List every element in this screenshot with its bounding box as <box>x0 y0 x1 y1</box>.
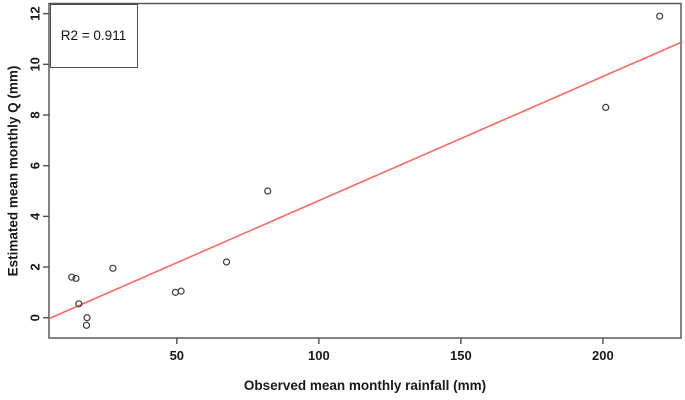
data-point <box>72 274 80 283</box>
data-point <box>171 288 179 296</box>
y-tick-label: 2 <box>28 263 43 270</box>
data-point <box>75 300 83 308</box>
data-point <box>109 264 117 272</box>
data-point <box>83 314 91 322</box>
data-point <box>602 103 610 111</box>
x-tick-label: 50 <box>170 348 184 363</box>
x-tick-label: 200 <box>592 348 614 363</box>
data-point <box>82 321 91 329</box>
x-axis-title: Observed mean monthly rainfall (mm) <box>243 378 487 393</box>
x-tick-label: 150 <box>450 348 472 363</box>
y-tick-label: 8 <box>28 111 43 118</box>
y-tick-label: 12 <box>28 6 43 20</box>
y-tick-label: 6 <box>28 162 43 169</box>
regression-line <box>48 41 682 320</box>
data-point <box>177 287 185 295</box>
plot-border <box>48 2 682 339</box>
y-tick-label: 0 <box>28 314 43 321</box>
x-tick-label: 100 <box>308 348 330 363</box>
y-axis-title: Estimated mean monthly Q (mm) <box>5 65 21 277</box>
legend-box: R2 = 0.911 <box>49 3 138 68</box>
data-point <box>656 12 664 20</box>
y-tick-label: 4 <box>28 212 43 220</box>
data-point <box>222 258 231 266</box>
data-point <box>68 273 76 281</box>
data-point <box>264 187 272 195</box>
r-squared-annotation: R2 = 0.911 <box>60 28 127 43</box>
y-tick-label: 10 <box>28 57 43 71</box>
